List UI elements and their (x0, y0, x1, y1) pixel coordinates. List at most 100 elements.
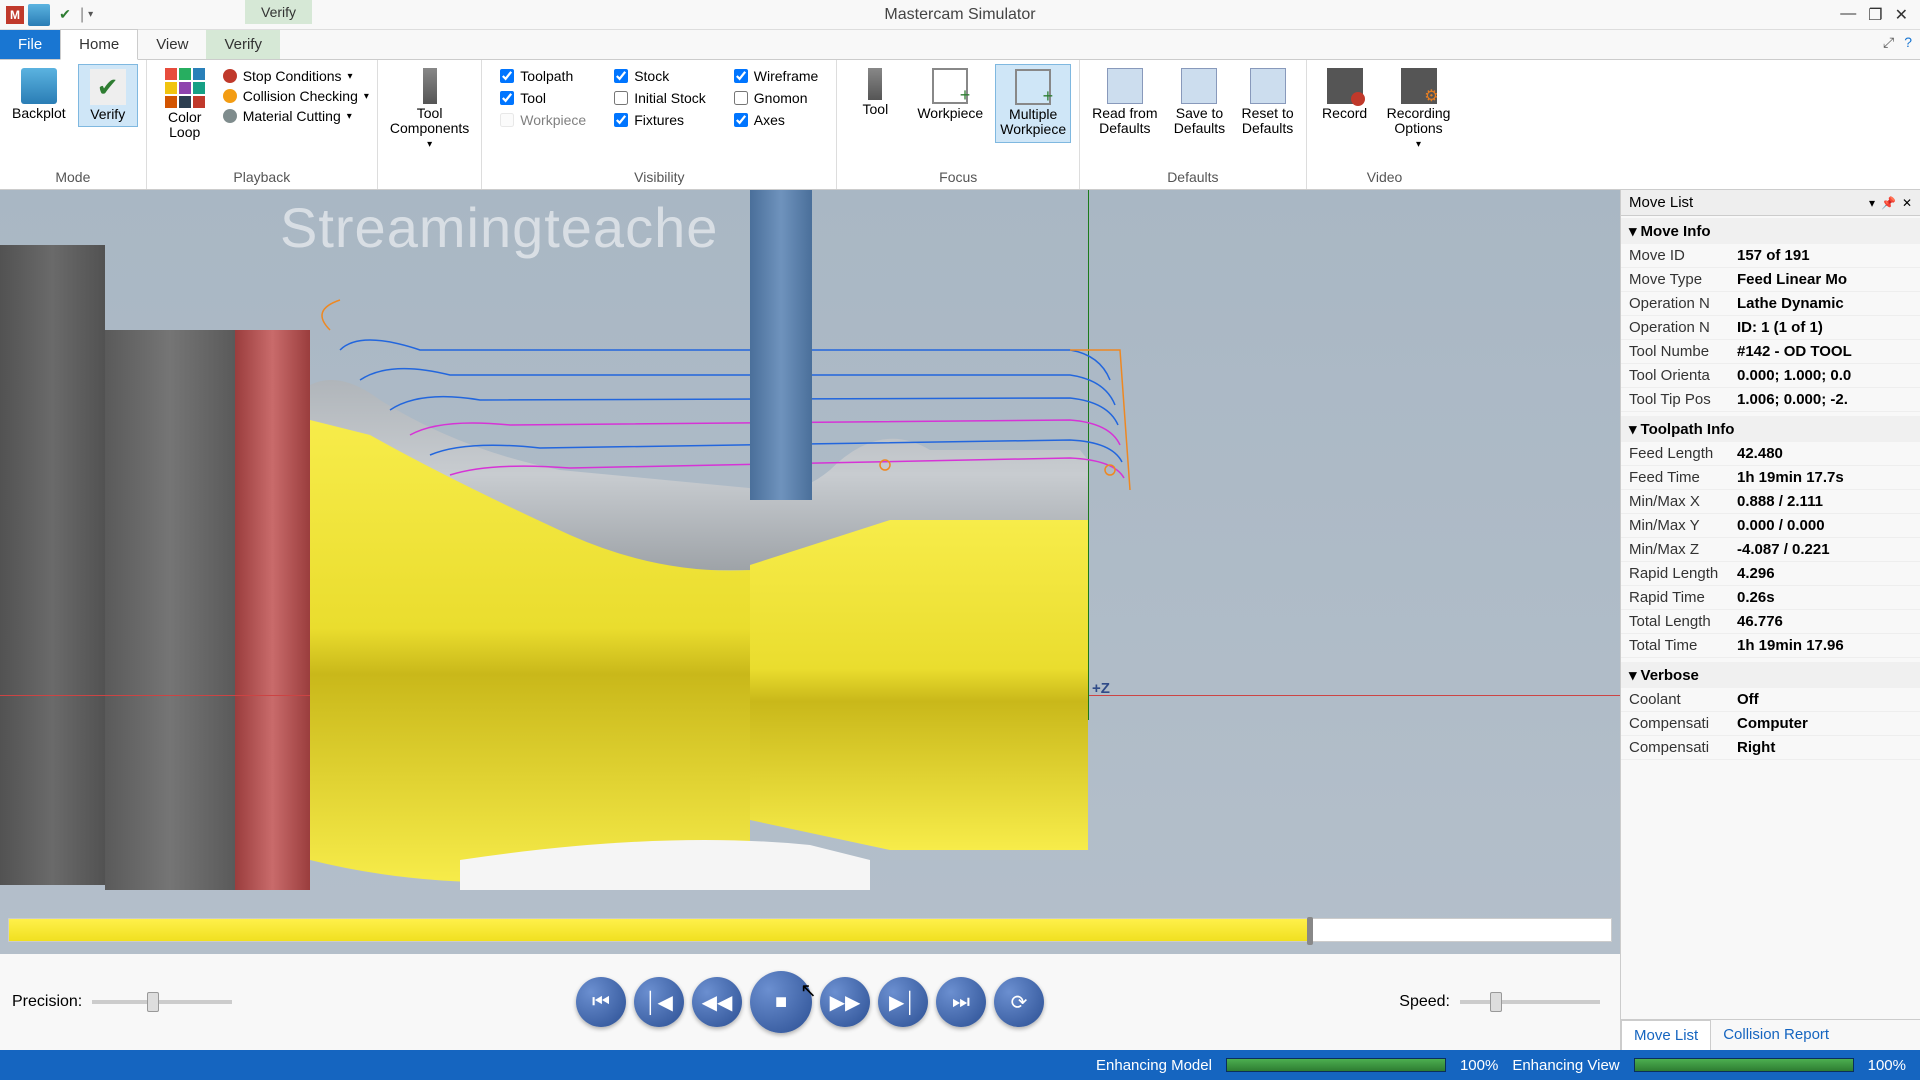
chk-gnomon[interactable]: Gnomon (734, 90, 819, 106)
tab-file[interactable]: File (0, 30, 60, 59)
tab-home[interactable]: Home (60, 29, 138, 60)
status-model-pct: 100% (1460, 1057, 1498, 1074)
qat-icon-1[interactable] (28, 4, 50, 26)
panel-tab-collision-report[interactable]: Collision Report (1711, 1020, 1841, 1050)
prop-row: Rapid Length4.296 (1621, 562, 1920, 586)
chk-tool[interactable]: Tool (500, 90, 586, 106)
collision-checking-label: Collision Checking (243, 88, 358, 104)
app-icon: M (6, 6, 24, 24)
prop-value: #142 - OD TOOL (1731, 340, 1920, 363)
collapse-icon[interactable]: ▾ (1629, 222, 1637, 240)
backplot-label: Backplot (12, 106, 66, 121)
prop-row: Min/Max Y0.000 / 0.000 (1621, 514, 1920, 538)
prop-row: CompensatiComputer (1621, 712, 1920, 736)
stop-conditions-button[interactable]: Stop Conditions▾ (223, 68, 369, 84)
prop-key: Operation N (1621, 292, 1731, 315)
focus-multiple-workpiece-button[interactable]: +Multiple Workpiece (995, 64, 1071, 143)
chk-initial-stock[interactable]: Initial Stock (614, 90, 706, 106)
color-loop-label: Color Loop (168, 110, 201, 141)
verify-button[interactable]: ✔ Verify (78, 64, 138, 127)
save-defaults-button[interactable]: Save to Defaults (1169, 64, 1229, 141)
section-toolpath-info: ▾Toolpath Info Feed Length42.480Feed Tim… (1621, 414, 1920, 660)
timeline-track[interactable] (8, 918, 1612, 942)
playback-bar: Precision: ⏮ │◀ ◀◀ ■ ▶▶ ▶│ ⏭ ⟳ Speed: (0, 954, 1620, 1050)
prop-row: Tool Orienta0.000; 1.000; 0.0 (1621, 364, 1920, 388)
status-view-pct: 100% (1868, 1057, 1906, 1074)
prop-value: Feed Linear Mo (1731, 268, 1920, 291)
qat-dropdown-icon[interactable]: ▾ (88, 9, 93, 20)
next-op-button[interactable]: ▶│ (878, 977, 928, 1027)
prop-key: Operation N (1621, 316, 1731, 339)
ribbon-group-playback: Color Loop Stop Conditions▾ Collision Ch… (147, 60, 378, 189)
loop-button[interactable]: ⟳ (994, 977, 1044, 1027)
prop-value: 42.480 (1731, 442, 1920, 465)
panel-close-icon[interactable]: ✕ (1902, 196, 1912, 210)
stop-play-button[interactable]: ■ (750, 971, 812, 1033)
material-cutting-button[interactable]: Material Cutting▾ (223, 108, 369, 124)
viewport-3d[interactable]: Streamingteache +Z (0, 190, 1620, 1050)
timeline-handle[interactable] (1307, 917, 1313, 945)
read-defaults-button[interactable]: Read from Defaults (1088, 64, 1161, 141)
prop-value: 1h 19min 17.96 (1731, 634, 1920, 657)
prop-row: Rapid Time0.26s (1621, 586, 1920, 610)
chk-wireframe[interactable]: Wireframe (734, 68, 819, 84)
skip-start-button[interactable]: ⏮ (576, 977, 626, 1027)
speed-slider[interactable] (1460, 1000, 1600, 1004)
prop-row: Total Length46.776 (1621, 610, 1920, 634)
help-icon[interactable]: ? (1904, 34, 1912, 51)
panel-dropdown-icon[interactable]: ▾ (1869, 196, 1875, 210)
chk-stock[interactable]: Stock (614, 68, 706, 84)
section-move-info: ▾Move Info Move ID157 of 191Move TypeFee… (1621, 216, 1920, 414)
watermark-text: Streamingteache (280, 195, 718, 260)
prop-value: 0.000; 1.000; 0.0 (1731, 364, 1920, 387)
color-loop-button[interactable]: Color Loop (155, 64, 215, 145)
maximize-button[interactable]: ❐ (1868, 5, 1882, 25)
backplot-button[interactable]: Backplot (8, 64, 70, 125)
status-bar: Enhancing Model 100% Enhancing View 100% (0, 1050, 1920, 1080)
group-label-playback: Playback (155, 167, 369, 187)
tool-components-button[interactable]: Tool Components ▾ (386, 64, 473, 154)
minimize-button[interactable]: — (1840, 5, 1856, 25)
focus-tool-button[interactable]: Tool (845, 64, 905, 121)
focus-workpiece-button[interactable]: +Workpiece (913, 64, 987, 125)
prop-row: Move ID157 of 191 (1621, 244, 1920, 268)
prop-key: Compensati (1621, 712, 1731, 735)
ribbon-collapse-icon[interactable]: ⤢ (1883, 34, 1894, 51)
prop-key: Coolant (1621, 688, 1731, 711)
prop-value: 0.888 / 2.111 (1731, 490, 1920, 513)
reset-defaults-button[interactable]: Reset to Defaults (1237, 64, 1297, 141)
record-button[interactable]: Record (1315, 64, 1375, 125)
move-info-header: Move Info (1641, 223, 1711, 240)
prop-row: Feed Time1h 19min 17.7s (1621, 466, 1920, 490)
chk-toolpath[interactable]: Toolpath (500, 68, 586, 84)
chuck-jaw-inner (235, 330, 310, 890)
prop-key: Move ID (1621, 244, 1731, 267)
collapse-icon[interactable]: ▾ (1629, 666, 1637, 684)
precision-slider[interactable] (92, 1000, 232, 1004)
qat-icon-2[interactable]: ✔ (54, 4, 76, 26)
step-back-button[interactable]: ◀◀ (692, 977, 742, 1027)
chuck-jaw-outer (0, 245, 105, 885)
prop-value: 46.776 (1731, 610, 1920, 633)
chk-axes[interactable]: Axes (734, 112, 819, 128)
collapse-icon[interactable]: ▾ (1629, 420, 1637, 438)
collision-checking-button[interactable]: Collision Checking▾ (223, 88, 369, 104)
panel-title: Move List (1629, 194, 1693, 211)
step-fwd-button[interactable]: ▶▶ (820, 977, 870, 1027)
tab-verify[interactable]: Verify (206, 30, 280, 59)
prop-row: Feed Length42.480 (1621, 442, 1920, 466)
panel-tab-move-list[interactable]: Move List (1621, 1020, 1711, 1050)
chuck-body (105, 330, 235, 890)
close-button[interactable]: ✕ (1895, 5, 1908, 25)
panel-bottom-tabs: Move List Collision Report (1621, 1019, 1920, 1050)
skip-end-button[interactable]: ⏭ (936, 977, 986, 1027)
main-area: Streamingteache +Z (0, 190, 1920, 1050)
panel-pin-icon[interactable]: 📌 (1881, 196, 1896, 210)
tool-components-label: Tool Components (390, 106, 469, 137)
recording-options-button[interactable]: ⚙Recording Options▾ (1383, 64, 1455, 154)
chk-fixtures[interactable]: Fixtures (614, 112, 706, 128)
prev-op-button[interactable]: │◀ (634, 977, 684, 1027)
chk-workpiece[interactable]: Workpiece (500, 112, 586, 128)
tab-view[interactable]: View (138, 30, 206, 59)
verbose-header: Verbose (1641, 667, 1699, 684)
